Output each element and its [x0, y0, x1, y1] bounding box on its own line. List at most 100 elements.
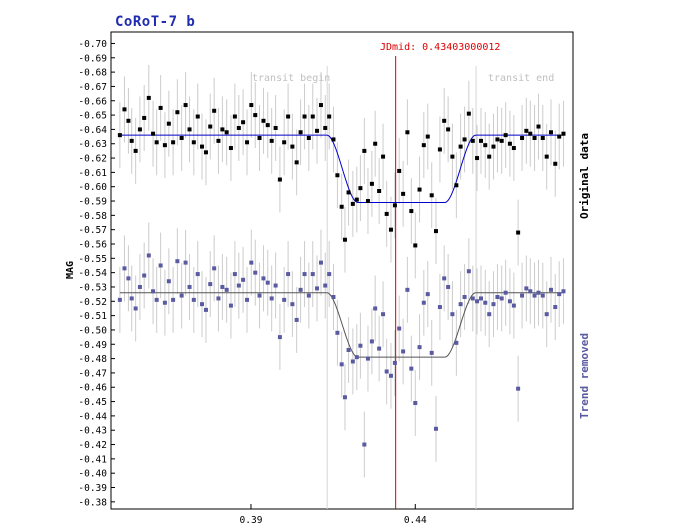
- y-tick-label: -0.53: [78, 282, 107, 293]
- point-trend-removed: [245, 297, 250, 302]
- point-original: [384, 211, 389, 216]
- y-tick-label: -0.63: [78, 139, 107, 150]
- point-original: [421, 143, 426, 148]
- point-trend-removed: [137, 284, 142, 289]
- point-trend-removed: [536, 290, 541, 295]
- point-original: [561, 131, 566, 136]
- point-original: [158, 105, 163, 110]
- point-trend-removed: [475, 299, 480, 304]
- point-original: [358, 186, 363, 191]
- point-original: [327, 114, 332, 119]
- point-original: [183, 103, 188, 108]
- point-original: [491, 144, 496, 149]
- point-trend-removed: [377, 346, 382, 351]
- point-trend-removed: [462, 295, 467, 299]
- point-trend-removed: [133, 306, 138, 311]
- point-trend-removed: [257, 293, 262, 298]
- point-original: [286, 114, 291, 119]
- point-trend-removed: [437, 305, 442, 310]
- point-trend-removed: [470, 296, 475, 301]
- y-tick-label: -0.52: [78, 297, 107, 308]
- point-trend-removed: [129, 296, 134, 301]
- point-original: [536, 124, 541, 129]
- point-trend-removed: [450, 312, 455, 317]
- point-original: [499, 138, 504, 143]
- point-original: [294, 160, 299, 165]
- point-trend-removed: [183, 260, 188, 265]
- y-tick-label: -0.46: [78, 383, 107, 394]
- point-trend-removed: [191, 297, 196, 302]
- point-trend-removed: [429, 350, 434, 355]
- point-trend-removed: [171, 297, 176, 302]
- y-tick-label: -0.43: [78, 426, 107, 437]
- point-trend-removed: [362, 442, 367, 447]
- point-trend-removed: [358, 343, 363, 348]
- point-trend-removed: [265, 280, 270, 285]
- point-original: [249, 103, 254, 108]
- point-trend-removed: [413, 401, 418, 405]
- point-trend-removed: [126, 276, 131, 281]
- y-tick-label: -0.60: [78, 182, 107, 193]
- point-original: [433, 229, 438, 234]
- point-trend-removed: [220, 284, 225, 289]
- point-trend-removed: [273, 283, 278, 288]
- point-trend-removed: [544, 312, 549, 317]
- point-trend-removed: [302, 272, 307, 277]
- plot-frame: [110, 31, 574, 510]
- y-tick-label: -0.66: [78, 96, 107, 107]
- y-axis-label: MAG: [65, 261, 76, 279]
- point-original: [228, 146, 233, 151]
- point-original: [388, 227, 393, 232]
- series-label-trend-removed: Trend removed: [578, 333, 591, 419]
- point-trend-removed: [290, 302, 295, 307]
- point-original: [339, 204, 344, 209]
- y-tick-label: -0.44: [78, 411, 107, 422]
- point-trend-removed: [315, 286, 320, 291]
- y-tick-label: -0.42: [78, 440, 107, 451]
- point-original: [245, 140, 250, 145]
- point-original: [151, 131, 156, 136]
- point-original: [528, 131, 533, 136]
- point-trend-removed: [553, 305, 558, 310]
- y-tick-label: -0.67: [78, 82, 107, 93]
- point-trend-removed: [384, 369, 389, 374]
- point-original: [154, 140, 159, 145]
- y-tick-label: -0.68: [78, 68, 107, 79]
- y-tick-label: -0.49: [78, 340, 107, 351]
- point-original: [458, 144, 463, 149]
- point-original: [409, 209, 414, 214]
- y-tick-label: -0.57: [78, 225, 107, 236]
- y-tick-label: -0.55: [78, 254, 107, 265]
- point-trend-removed: [495, 295, 500, 299]
- point-trend-removed: [354, 355, 359, 360]
- y-tick-label: -0.48: [78, 354, 107, 365]
- point-original: [187, 127, 192, 132]
- point-original: [425, 134, 430, 139]
- point-trend-removed: [323, 283, 328, 288]
- model-curves: [119, 134, 564, 358]
- point-original: [318, 103, 323, 108]
- point-original: [122, 107, 127, 112]
- point-original: [483, 143, 488, 148]
- point-original: [417, 187, 422, 192]
- y-tick-label: -0.41: [78, 454, 107, 465]
- point-trend-removed: [151, 289, 156, 294]
- point-trend-removed: [228, 303, 233, 308]
- point-original: [253, 113, 258, 118]
- point-trend-removed: [158, 263, 163, 268]
- point-trend-removed: [405, 287, 410, 292]
- point-trend-removed: [232, 272, 237, 277]
- point-trend-removed: [195, 272, 200, 277]
- point-trend-removed: [200, 302, 205, 307]
- point-trend-removed: [286, 272, 291, 277]
- point-original: [401, 191, 406, 196]
- y-tick-label: -0.50: [78, 325, 107, 336]
- jdmid-label: JDmid: 0.43403000012: [380, 42, 500, 53]
- point-original: [277, 177, 282, 182]
- x-tick-label: 0.39: [240, 515, 263, 526]
- point-trend-removed: [277, 335, 282, 340]
- transit-end-label: transit end: [488, 73, 554, 84]
- series-label-original: Original data: [578, 133, 591, 219]
- point-trend-removed: [503, 290, 508, 295]
